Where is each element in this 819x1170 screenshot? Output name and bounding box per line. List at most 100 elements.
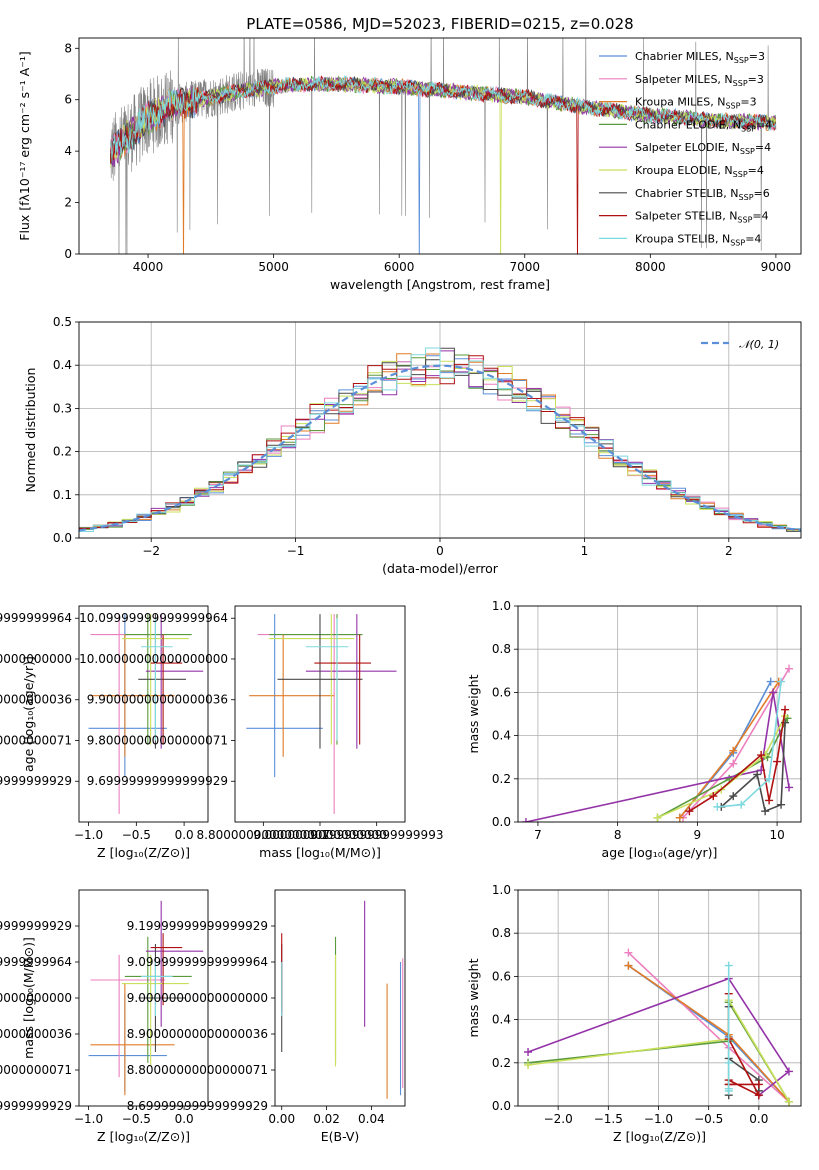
weight-marker-kroupa-miles [624, 961, 633, 970]
mass-vs-Z-xtick-label: −1.0 [74, 1112, 103, 1126]
point-salpeter-stelib [150, 933, 183, 1006]
mass-vs-Z-plot-area [88, 900, 204, 1096]
weight-marker-salpeter-miles [624, 948, 633, 957]
residuals-xtick-label: 2 [725, 544, 733, 558]
weight-marker-kroupa-stelib [724, 1086, 733, 1095]
weight-vs-Z-ytick-label: 0.8 [492, 926, 511, 940]
weight-vs-Z-xtick-label: −2.0 [544, 1112, 573, 1126]
weight-marker-salpeter-stelib [773, 757, 782, 766]
weight-line-salpeter-elodie [527, 977, 791, 1096]
mass-vs-Z-frame [78, 889, 209, 1107]
age-vs-mass-xtick-label: 9.0000000000000000 [253, 828, 387, 842]
age-vs-mass-xtick-label: 9.1999999999999993 [310, 828, 444, 842]
weight-marker-chabrier-stelib [777, 800, 786, 809]
weight-marker-salpeter-stelib [685, 807, 694, 816]
mass-vs-Z-ytick-label: 9.19999999999999929 [0, 919, 72, 933]
residuals-panel: −2 −1 0 1 2 0.0 0.1 0.2 0.3 0.4 0.5 (data-model)/er… [23, 315, 802, 576]
legend-label: Chabrier ELODIE, NSSP=4 [635, 118, 772, 133]
weight-vs-Z-xtick-label: −0.5 [694, 1112, 723, 1126]
weight-marker-salpeter-stelib [754, 1091, 763, 1100]
point-kroupa-stelib [141, 962, 173, 1016]
weight-vs-Z-xtick-label: −1.5 [594, 1112, 623, 1126]
residuals-xtick-label: −1 [287, 544, 305, 558]
residuals-plot-area [79, 347, 801, 532]
age-vs-mass-ytick-label: 9.80000000000000071 [87, 733, 228, 747]
age-vs-Z-ytick-label: 10.00000000000000000 [0, 652, 72, 666]
weight-marker-kroupa-stelib [777, 677, 786, 686]
residuals-frame [78, 321, 802, 539]
mass-vs-Z-ytick-label: 9.00000000000000000 [0, 991, 72, 1005]
weight-vs-age-ytick-label: 0.6 [492, 685, 511, 699]
weight-marker-salpeter-elodie [784, 1067, 793, 1076]
point-salpeter-elodie [305, 614, 397, 749]
weight-vs-age-plot-area [521, 664, 794, 822]
weight-marker-chabrier-stelib [729, 792, 738, 801]
mass-vs-EBV-ytick-label: 9.19999999999999929 [127, 919, 268, 933]
spectrum-plot-area [110, 38, 777, 254]
weight-line-chabrier-elodie [657, 717, 789, 819]
mass-vs-EBV-ytick-label: 8.69999999999999929 [127, 1099, 268, 1113]
mass-vs-Z-xtick-label: 0.0 [175, 1112, 194, 1126]
residuals-xtick-label: 1 [581, 544, 589, 558]
weight-vs-Z-ytick-label: 0.0 [492, 1099, 511, 1113]
point-kroupa-stelib [141, 618, 173, 741]
residuals-legend: 𝒩(0, 1) [701, 338, 779, 351]
spectrum-frame [78, 37, 802, 255]
weight-vs-age-ytick-label: 0.4 [492, 729, 511, 743]
spectrum-legend: Chabrier MILES, NSSP=3 Salpeter MILES, NS… [599, 50, 772, 247]
legend-label: Chabrier STELIB, NSSP=6 [635, 187, 770, 202]
age-vs-Z-ytick-label: 9.69999999999999929 [0, 774, 72, 788]
weight-vs-Z-plot-area [524, 948, 793, 1106]
age-vs-Z-ylabel: age [log₁₀(age/yr)] [21, 656, 36, 772]
weight-vs-age-xtick-label: 8 [614, 828, 622, 842]
weight-marker-kroupa-stelib [737, 800, 746, 809]
weight-vs-age-ylabel: mass weight [466, 674, 481, 753]
weight-marker-salpeter-elodie [521, 818, 530, 822]
point-salpeter-miles [90, 954, 165, 1078]
weight-marker-kroupa-stelib [724, 1058, 733, 1067]
weight-marker-salpeter-stelib [757, 751, 766, 760]
residuals-ytick-label: 0.3 [53, 401, 72, 415]
age-vs-Z-xtick-label: −0.5 [122, 828, 151, 842]
spectrum-xtick-label: 5000 [258, 260, 289, 274]
weight-vs-Z-ytick-label: 0.4 [492, 1013, 511, 1027]
weight-marker-kroupa-miles [729, 746, 738, 755]
mass-vs-EBV-ytick-label: 8.80000000000000071 [127, 1063, 268, 1077]
weight-vs-Z-ylabel: mass weight [466, 958, 481, 1037]
mass-vs-Z-ytick-label: 8.90000000000000036 [0, 1027, 72, 1041]
legend-label: Kroupa ELODIE, NSSP=4 [635, 164, 764, 179]
age-vs-Z-xtick-label: 0.0 [175, 828, 194, 842]
spectrum-ylabel: Flux [fλ10⁻¹⁷ erg cm⁻² s⁻¹ A⁻¹] [17, 51, 32, 240]
weight-vs-Z-ytick-label: 0.6 [492, 969, 511, 983]
legend-label: Salpeter STELIB, NSSP=4 [635, 210, 769, 225]
weight-vs-Z-ytick-label: 0.2 [492, 1056, 511, 1070]
weight-vs-Z-xtick-label: −1.0 [644, 1112, 673, 1126]
mass-vs-EBV-ytick-label: 8.90000000000000036 [127, 1027, 268, 1041]
age-vs-Z-frame [78, 605, 209, 823]
mass-vs-Z-ytick-label: 9.09999999999999964 [0, 955, 72, 969]
weight-marker-salpeter-elodie [785, 783, 794, 792]
point-kroupa-miles [249, 634, 335, 757]
age-vs-Z-ytick-label: 10.09999999999999964 [0, 611, 72, 625]
weight-line-kroupa-stelib [717, 681, 782, 808]
residuals-xlabel: (data-model)/error [382, 561, 499, 576]
age-vs-Z-ytick-label: 9.90000000000000036 [0, 693, 72, 707]
weight-vs-age-ytick-label: 0.2 [492, 772, 511, 786]
age-vs-Z-ytick-label: 9.80000000000000071 [0, 733, 72, 747]
mass-vs-Z-ytick-label: 8.80000000000000071 [0, 1063, 72, 1077]
age-vs-mass-ytick-label: 9.90000000000000036 [87, 693, 228, 707]
age-vs-mass-xtick-label: 8.8000000000000007 [197, 828, 331, 842]
weight-marker-kroupa-elodie [524, 1060, 533, 1069]
mass-vs-EBV-ytick-label: 9.09999999999999964 [127, 955, 268, 969]
point-salpeter-miles [257, 614, 354, 814]
legend-label: Kroupa MILES, NSSP=3 [635, 96, 757, 111]
spectrum-model-line-kroupa-stelib [110, 75, 776, 159]
spectrum-xtick-label: 9000 [761, 260, 792, 274]
weight-vs-age-xlabel: age [log₁₀(age/yr)] [602, 845, 718, 860]
legend-label: Salpeter MILES, NSSP=3 [635, 73, 764, 88]
weight-marker-salpeter-stelib [781, 705, 790, 714]
weight-vs-Z-panel: −2.0 −1.5 −1.0 −0.5 0.0 0.0 0.2 0.4 0.6 0.8 1.0 Z [… [466, 883, 802, 1144]
weight-marker-salpeter-miles [785, 664, 794, 673]
residuals-xtick-label: 0 [436, 544, 444, 558]
weight-vs-age-xtick-label: 7 [534, 828, 542, 842]
